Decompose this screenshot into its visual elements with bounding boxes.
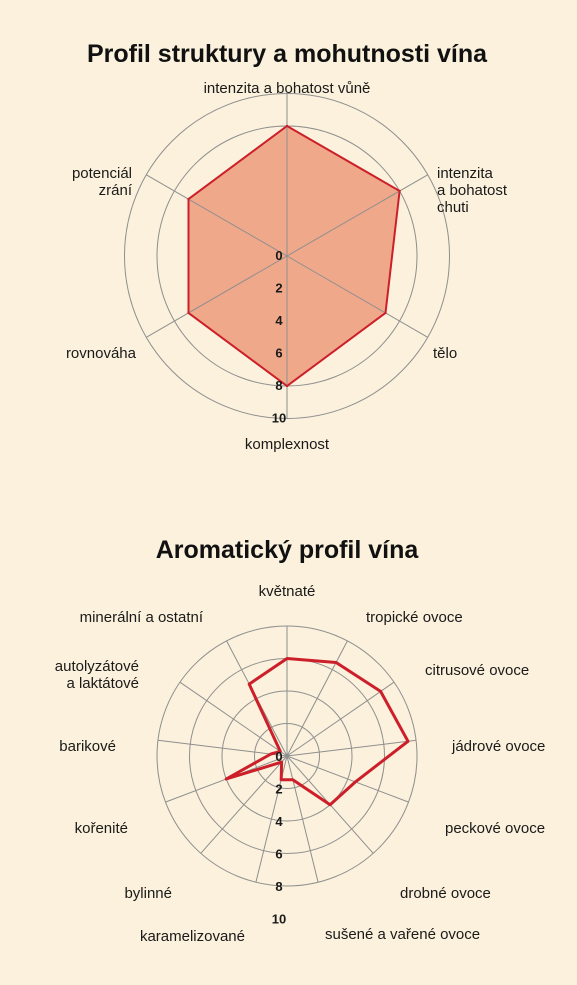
aroma-data-point-8 bbox=[280, 760, 283, 764]
aroma-radar-chart: Aromatický profil vína 0 2 4 6 8 10 květnaté tro… bbox=[55, 536, 546, 945]
aroma-axis-label-5: drobné ovoce bbox=[400, 885, 491, 902]
aroma-tick-label-0: 0 bbox=[275, 749, 282, 764]
aroma-spoke-4 bbox=[286, 755, 409, 803]
structure-data-point-2 bbox=[384, 311, 387, 315]
aroma-axis-label-10: barikové bbox=[59, 738, 116, 755]
aroma-tick-label-4: 4 bbox=[275, 814, 283, 829]
structure-axis-label-5: potenciál zrání bbox=[72, 165, 133, 199]
structure-tick-label-6: 6 bbox=[275, 346, 282, 361]
aroma-data-point-12 bbox=[248, 682, 251, 686]
aroma-axis-label-4: peckové ovoce bbox=[445, 820, 545, 837]
aroma-tick-label-2: 2 bbox=[275, 782, 282, 797]
structure-axis-label-4: rovnováha bbox=[66, 345, 137, 362]
aroma-tick-label-6: 6 bbox=[275, 847, 282, 862]
structure-axis-label-0: intenzita a bohatost vůně bbox=[204, 80, 371, 97]
aroma-data-polygon bbox=[224, 657, 410, 807]
aroma-axis-label-8: bylinné bbox=[124, 885, 172, 902]
structure-data-point-5 bbox=[187, 197, 190, 201]
aroma-chart-title: Aromatický profil vína bbox=[156, 536, 420, 564]
aroma-axis-label-12: minerální a ostatní bbox=[80, 609, 204, 626]
aroma-axis-label-3: jádrové ovoce bbox=[451, 738, 545, 755]
aroma-data-point-2 bbox=[379, 690, 382, 693]
aroma-axis-label-7: karamelizované bbox=[140, 928, 245, 945]
structure-data-polygon bbox=[187, 125, 401, 387]
aroma-data-point-9 bbox=[225, 777, 228, 781]
structure-data-point-0 bbox=[285, 124, 289, 128]
structure-spoke-2 bbox=[286, 255, 428, 338]
structure-radar-chart: Profil struktury a mohutnosti vína 0 2 4 6 8 1… bbox=[66, 40, 508, 453]
aroma-data-point-7 bbox=[280, 778, 283, 781]
structure-tick-label-0: 0 bbox=[275, 248, 282, 263]
aroma-data-point-0 bbox=[285, 657, 289, 660]
aroma-data-point-5 bbox=[328, 803, 332, 806]
aroma-data-point-6 bbox=[291, 778, 294, 781]
structure-spoke-4 bbox=[146, 255, 288, 338]
aroma-data-point-1 bbox=[334, 661, 338, 664]
aroma-axis-label-11: autolyzátové a laktátové bbox=[55, 658, 139, 692]
aroma-spoke-1 bbox=[286, 640, 348, 757]
aroma-spoke-6 bbox=[286, 755, 319, 883]
aroma-axis-label-6: sušené a vařené ovoce bbox=[325, 926, 480, 943]
aroma-axis-label-9: kořenité bbox=[75, 820, 128, 837]
structure-spoke-1 bbox=[286, 174, 428, 257]
aroma-data-point-11 bbox=[279, 750, 282, 753]
structure-tick-label-8: 8 bbox=[275, 378, 282, 393]
aroma-spoke-11 bbox=[179, 681, 288, 757]
aroma-data-point-3 bbox=[406, 740, 410, 743]
structure-data-point-3 bbox=[285, 384, 289, 388]
aroma-axis-label-1: tropické ovoce bbox=[366, 609, 463, 626]
aroma-spoke-2 bbox=[286, 681, 395, 757]
structure-data-point-4 bbox=[187, 311, 190, 315]
aroma-spoke-10 bbox=[157, 739, 288, 757]
structure-spoke-5 bbox=[146, 174, 288, 257]
structure-axis-label-1: intenzita a bohatost chuti bbox=[437, 165, 508, 216]
aroma-spoke-8 bbox=[200, 755, 288, 854]
structure-chart-title: Profil struktury a mohutnosti vína bbox=[87, 40, 488, 68]
aroma-data-point-10 bbox=[269, 752, 273, 756]
structure-tick-label-10: 10 bbox=[272, 411, 286, 426]
aroma-spoke-3 bbox=[286, 739, 417, 757]
structure-tick-label-2: 2 bbox=[275, 281, 282, 296]
aroma-data-point-4 bbox=[354, 780, 357, 784]
aroma-axis-label-2: citrusové ovoce bbox=[425, 662, 529, 679]
structure-data-point-1 bbox=[398, 189, 401, 193]
aroma-tick-label-10: 10 bbox=[272, 912, 286, 927]
structure-axis-label-2: tělo bbox=[433, 345, 457, 362]
aroma-tick-label-8: 8 bbox=[275, 879, 282, 894]
structure-tick-label-4: 4 bbox=[275, 313, 283, 328]
structure-axis-label-3: komplexnost bbox=[245, 436, 330, 453]
aroma-axis-label-0: květnaté bbox=[259, 583, 316, 600]
